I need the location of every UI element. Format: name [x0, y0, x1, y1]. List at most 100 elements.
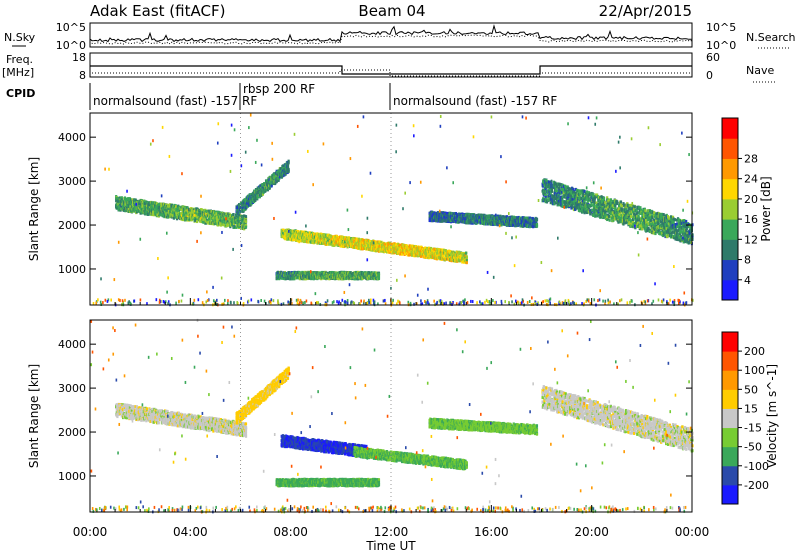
echo-cell — [241, 217, 244, 221]
freq-frame — [89, 52, 693, 78]
noise-sky-label: N.Sky — [4, 31, 36, 44]
echo-cell — [132, 205, 135, 209]
echo-cell — [147, 212, 150, 216]
echo-cell — [123, 201, 126, 205]
echo-cell — [122, 208, 125, 212]
echo-cell — [308, 240, 312, 244]
echo-cell — [216, 220, 219, 224]
echo-cell — [277, 178, 280, 182]
echo-cell — [156, 213, 159, 217]
echo-cell — [335, 234, 339, 238]
echo-cell — [236, 208, 239, 212]
echo-cell — [195, 220, 199, 224]
echo-cell — [316, 232, 319, 236]
echo-cell — [262, 191, 265, 195]
echo-cell — [158, 205, 161, 209]
echo-cell — [204, 215, 207, 219]
echo-cell — [144, 212, 147, 216]
echo-cell — [167, 203, 170, 207]
cpid-segment-1: normalsound (fast) -157 RF — [93, 94, 257, 108]
echo-cell — [284, 231, 287, 235]
echo-cell — [142, 205, 145, 209]
echo-cell — [317, 234, 320, 238]
echo-cell — [146, 210, 149, 214]
echo-cell — [116, 199, 120, 203]
echo-cell — [138, 199, 141, 203]
freq-trace — [90, 65, 692, 75]
echo-cell — [153, 204, 157, 208]
echo-cell — [137, 206, 140, 210]
echo-cell — [190, 207, 193, 211]
echo-cell — [171, 214, 174, 218]
nave-tick-bottom: 0 — [706, 69, 713, 82]
echo-cell — [119, 208, 122, 212]
echo-cell — [327, 238, 330, 242]
echo-cell — [269, 184, 272, 188]
echo-cell — [232, 218, 235, 222]
echo-cell — [215, 214, 218, 218]
echo-cell — [320, 235, 323, 239]
echo-cell — [236, 221, 239, 225]
noise-left-tick-bottom: 10^0 — [56, 39, 86, 52]
echo-cell — [324, 237, 327, 241]
echo-cell — [256, 190, 260, 194]
echo-cell — [243, 214, 246, 218]
echo-cell — [225, 215, 228, 219]
echo-cell — [182, 214, 185, 218]
echo-cell — [299, 236, 302, 240]
echo-cell — [243, 208, 246, 212]
echo-cell — [283, 173, 286, 177]
echo-cell — [258, 189, 261, 193]
echo-cell — [170, 212, 173, 216]
echo-cell — [284, 164, 287, 168]
echo-cell — [133, 207, 137, 211]
echo-cell — [189, 211, 192, 215]
echo-cell — [155, 205, 158, 209]
echo-cell — [170, 204, 174, 208]
echo-cell — [121, 199, 124, 203]
echo-cell — [312, 239, 315, 243]
echo-cell — [221, 221, 224, 225]
echo-cell — [236, 205, 239, 209]
echo-cell — [234, 225, 238, 229]
echo-cell — [243, 198, 246, 202]
echo-cell — [159, 211, 162, 215]
cpid-segment-3: normalsound (fast) -157 RF — [393, 94, 557, 108]
echo-cell — [244, 218, 248, 222]
echo-cell — [328, 242, 331, 246]
echo-cell — [307, 240, 310, 244]
echo-cell — [266, 188, 270, 192]
echo-cell — [281, 164, 285, 168]
echo-cell — [186, 215, 189, 219]
echo-cell — [152, 213, 155, 217]
echo-cell — [119, 198, 122, 202]
echo-cell — [200, 216, 203, 220]
cpid-label: CPID — [6, 87, 35, 100]
echo-cell — [200, 208, 204, 212]
echo-cell — [208, 217, 211, 221]
power-echoes — [92, 113, 694, 307]
echo-cell — [232, 222, 236, 226]
echo-cell — [198, 210, 201, 214]
echo-cell — [204, 208, 207, 212]
echo-cell — [323, 233, 326, 237]
echo-cell — [150, 205, 154, 209]
echo-cell — [296, 230, 300, 234]
echo-cell — [167, 209, 170, 213]
echo-cell — [272, 180, 275, 184]
echo-cell — [305, 236, 308, 240]
echo-cell — [268, 186, 271, 190]
echo-cell — [266, 184, 270, 188]
echo-cell — [207, 221, 210, 225]
echo-cell — [247, 200, 250, 204]
echo-cell — [136, 204, 139, 208]
echo-cell — [127, 203, 130, 207]
noise-frame — [89, 22, 693, 48]
echo-cell — [138, 202, 142, 206]
cpid-segment-2: rbsp 200 RF — [243, 82, 315, 96]
echo-cell — [160, 202, 163, 206]
echo-cell — [177, 204, 180, 208]
echo-cell — [177, 208, 180, 212]
echo-cell — [154, 211, 157, 215]
echo-cell — [220, 222, 223, 226]
